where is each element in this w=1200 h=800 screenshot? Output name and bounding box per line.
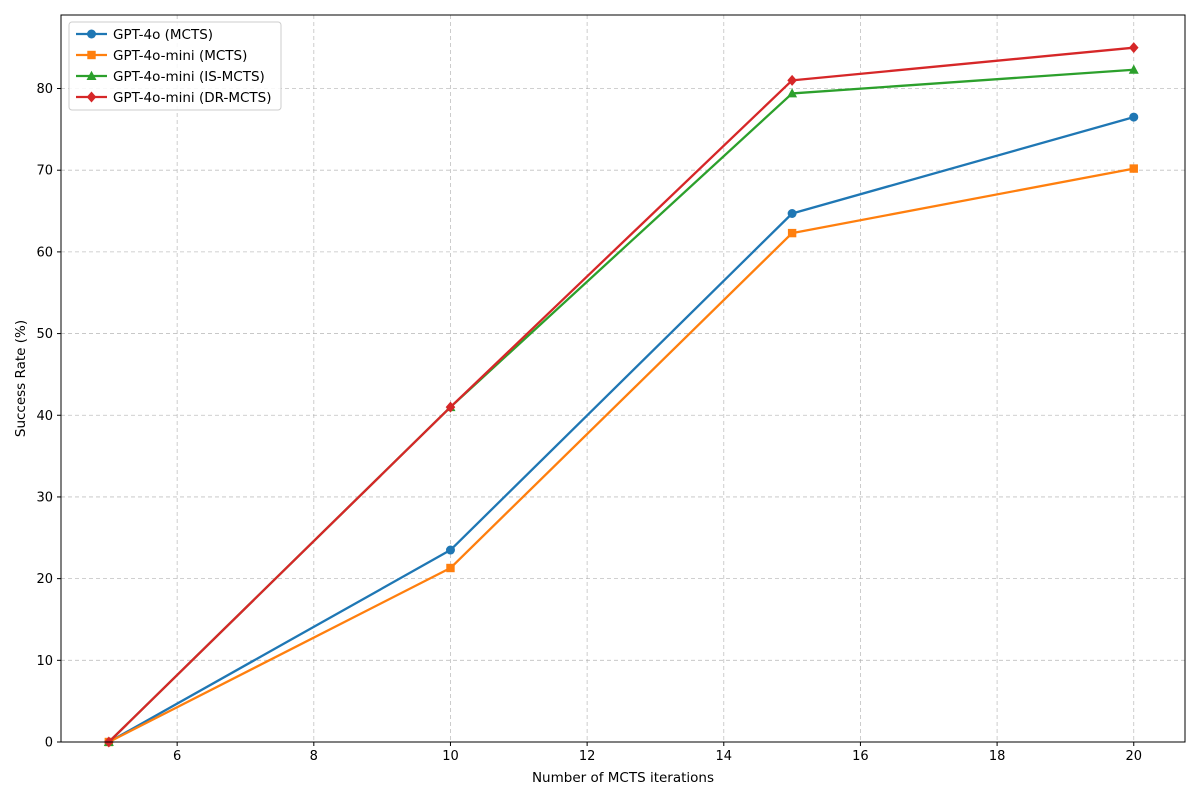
legend-label: GPT-4o-mini (DR-MCTS) <box>113 90 271 106</box>
y-tick-label: 40 <box>36 409 53 424</box>
plot-frame <box>60 14 1186 743</box>
x-tick-label: 14 <box>716 749 733 764</box>
legend-item: GPT-4o-mini (DR-MCTS) <box>76 90 271 106</box>
legend-label: GPT-4o-mini (MCTS) <box>113 48 247 64</box>
data-point <box>787 228 797 238</box>
legend-box <box>68 21 282 111</box>
y-axis-label: Success Rate (%) <box>13 320 29 437</box>
data-point <box>1128 64 1139 74</box>
data-point <box>445 545 455 555</box>
data-point <box>1128 42 1139 54</box>
legend-marker <box>87 29 96 39</box>
series-line <box>107 167 1135 744</box>
y-axis: 0 10 20 30 40 50 60 70 80 <box>36 82 61 751</box>
series-line <box>107 115 1135 744</box>
data-point <box>787 74 797 86</box>
x-tick-label: 8 <box>310 749 318 764</box>
legend-marker <box>86 70 97 80</box>
x-tick-label: 6 <box>173 749 181 764</box>
legend-label: GPT-4o-mini (IS-MCTS) <box>113 69 265 85</box>
y-tick-label: 30 <box>36 490 53 505</box>
x-axis: 6 8 10 12 14 16 18 20 <box>173 742 1142 764</box>
data-point <box>445 401 456 413</box>
legend-item: GPT-4o-mini (IS-MCTS) <box>76 69 265 85</box>
x-axis-label: Number of MCTS iterations <box>532 770 714 786</box>
data-point <box>1129 164 1138 173</box>
legend-marker <box>87 50 96 60</box>
y-tick-label: 0 <box>45 736 53 751</box>
legend-marker <box>86 91 97 103</box>
data-point <box>1129 112 1139 122</box>
y-tick-label: 20 <box>36 572 53 587</box>
series-line <box>107 46 1135 744</box>
legend-label: GPT-4o (MCTS) <box>113 27 213 43</box>
legend: GPT-4o (MCTS) GPT-4o-mini (MCTS) GPT-4o-mi… <box>68 21 282 111</box>
x-tick-label: 16 <box>852 749 869 764</box>
x-tick-label: 18 <box>989 749 1006 764</box>
x-tick-label: 20 <box>1125 749 1142 764</box>
series-layer <box>103 42 1139 748</box>
x-tick-label: 10 <box>442 749 459 764</box>
legend-item: GPT-4o (MCTS) <box>76 27 213 43</box>
y-tick-label: 10 <box>36 654 53 669</box>
y-tick-label: 50 <box>36 327 53 342</box>
x-tick-label: 12 <box>579 749 596 764</box>
y-tick-label: 60 <box>36 245 53 260</box>
y-tick-label: 80 <box>36 82 53 97</box>
legend-item: GPT-4o-mini (MCTS) <box>76 48 247 64</box>
y-tick-label: 70 <box>36 164 53 179</box>
data-point <box>446 563 455 573</box>
data-point <box>787 208 797 218</box>
data-point <box>787 88 798 98</box>
